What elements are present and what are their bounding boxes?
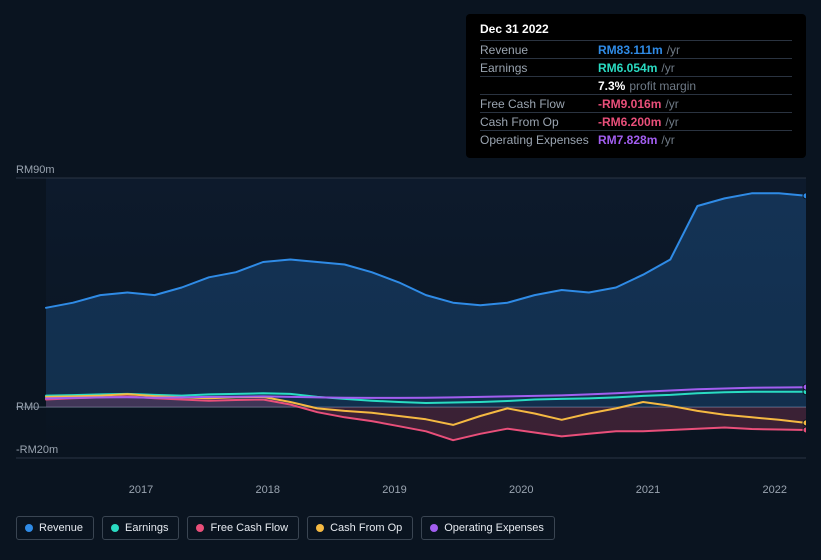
legend-item[interactable]: Operating Expenses — [421, 516, 555, 540]
y-axis-label: RM0 — [16, 401, 39, 413]
tooltip-unit: /yr — [661, 61, 674, 75]
tooltip-row: Operating ExpensesRM7.828m/yr — [480, 130, 792, 148]
tooltip-metric-label: Free Cash Flow — [480, 97, 598, 111]
tooltip-metric-label: Earnings — [480, 61, 598, 75]
legend-dot-icon — [430, 524, 438, 532]
x-axis-label: 2021 — [636, 484, 660, 496]
x-axis-label: 2019 — [382, 484, 406, 496]
x-axis-label: 2018 — [256, 484, 280, 496]
tooltip-unit: /yr — [667, 43, 680, 57]
legend-item[interactable]: Free Cash Flow — [187, 516, 299, 540]
tooltip-metric-label: Cash From Op — [480, 115, 598, 129]
legend-label: Cash From Op — [330, 522, 402, 534]
tooltip-metric-value: -RM9.016m — [598, 97, 661, 111]
tooltip-extra: profit margin — [629, 79, 696, 93]
x-axis-label: 2022 — [763, 484, 787, 496]
legend-dot-icon — [316, 524, 324, 532]
legend-label: Operating Expenses — [444, 522, 544, 534]
tooltip-unit: /yr — [665, 115, 678, 129]
y-axis-label: -RM20m — [16, 444, 58, 456]
legend-label: Revenue — [39, 522, 83, 534]
financial-chart — [16, 158, 806, 478]
tooltip-metric-value: RM7.828m — [598, 133, 657, 147]
tooltip-metric-value: 7.3% — [598, 79, 625, 93]
tooltip-metric-label: Revenue — [480, 43, 598, 57]
legend-dot-icon — [111, 524, 119, 532]
tooltip-unit: /yr — [665, 97, 678, 111]
tooltip-row: EarningsRM6.054m/yr — [480, 58, 792, 76]
legend-item[interactable]: Earnings — [102, 516, 179, 540]
legend-item[interactable]: Revenue — [16, 516, 94, 540]
legend-item[interactable]: Cash From Op — [307, 516, 413, 540]
x-axis-label: 2017 — [129, 484, 153, 496]
chart-legend: Revenue Earnings Free Cash Flow Cash From O… — [16, 516, 555, 540]
tooltip-row: Cash From Op-RM6.200m/yr — [480, 112, 792, 130]
tooltip-date: Dec 31 2022 — [480, 22, 792, 40]
y-axis-label: RM90m — [16, 164, 55, 176]
x-axis-labels: 2017 2018 2019 2020 2021 2022 — [16, 484, 806, 500]
tooltip-metric-label: Operating Expenses — [480, 133, 598, 147]
legend-label: Earnings — [125, 522, 168, 534]
tooltip-metric-value: -RM6.200m — [598, 115, 661, 129]
legend-dot-icon — [25, 524, 33, 532]
tooltip-row: Free Cash Flow-RM9.016m/yr — [480, 94, 792, 112]
chart-tooltip: Dec 31 2022 RevenueRM83.111m/yrEarningsR… — [466, 14, 806, 158]
tooltip-row: RevenueRM83.111m/yr — [480, 40, 792, 58]
tooltip-metric-value: RM6.054m — [598, 61, 657, 75]
chart-canvas — [16, 158, 806, 478]
tooltip-metric-value: RM83.111m — [598, 43, 663, 57]
x-axis-label: 2020 — [509, 484, 533, 496]
legend-dot-icon — [196, 524, 204, 532]
tooltip-unit: /yr — [661, 133, 674, 147]
tooltip-metric-label — [480, 79, 598, 93]
tooltip-row: 7.3% profit margin — [480, 76, 792, 94]
legend-label: Free Cash Flow — [210, 522, 288, 534]
